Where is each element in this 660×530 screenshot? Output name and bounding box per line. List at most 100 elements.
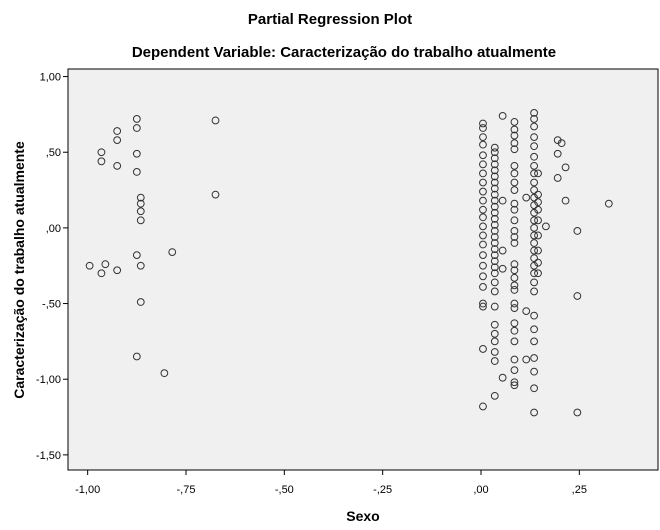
- data-point: [534, 269, 542, 278]
- data-point: [510, 131, 519, 140]
- data-point: [490, 184, 499, 193]
- data-point: [510, 304, 519, 312]
- plot-area: [67, 68, 659, 471]
- data-point: [479, 283, 487, 291]
- data-point: [561, 196, 570, 205]
- data-point: [479, 222, 487, 231]
- data-point: [490, 337, 499, 346]
- data-point: [132, 115, 141, 123]
- data-point: [498, 264, 507, 273]
- x-tick-label: ,25: [572, 484, 587, 496]
- data-point: [510, 326, 519, 335]
- data-point: [530, 287, 538, 296]
- data-point: [211, 116, 220, 125]
- data-point: [479, 205, 487, 214]
- data-point: [522, 307, 531, 316]
- data-point: [490, 263, 499, 272]
- data-point: [490, 172, 499, 181]
- data-point: [510, 299, 519, 308]
- data-point: [510, 266, 519, 275]
- data-point: [490, 154, 499, 163]
- data-point: [479, 299, 487, 308]
- data-point: [522, 193, 531, 202]
- x-axis: -1,00 -,75 -,50 -,25 ,00 ,25: [75, 470, 587, 496]
- data-point: [530, 178, 538, 187]
- data-point: [510, 178, 519, 187]
- y-tick-label: 1,00: [40, 72, 61, 84]
- data-point: [530, 142, 538, 151]
- data-point: [132, 251, 141, 260]
- data-point: [490, 348, 499, 356]
- data-point: [132, 167, 141, 176]
- data-point: [534, 246, 542, 255]
- x-axis-label: Sexo: [346, 508, 379, 524]
- data-point: [510, 169, 519, 178]
- data-point: [97, 148, 106, 157]
- data-point: [479, 151, 487, 160]
- data-point: [490, 208, 499, 217]
- data-point: [490, 302, 499, 311]
- y-axis: 1,00 ,50 ,00 -,50 -1,00 -1,50: [36, 72, 68, 462]
- data-point: [510, 161, 519, 170]
- data-point: [573, 292, 582, 300]
- data-point: [490, 202, 499, 211]
- data-point: [168, 248, 177, 256]
- data-point: [510, 366, 519, 375]
- data-point: [510, 233, 519, 241]
- y-axis-label: Caracterização do trabalho atualmente: [11, 141, 27, 399]
- data-point: [530, 325, 538, 334]
- data-point: [510, 260, 519, 269]
- data-point: [479, 196, 487, 205]
- data-point: [534, 169, 542, 178]
- data-point: [490, 257, 499, 266]
- data-point: [510, 227, 519, 235]
- y-tick-label: ,00: [46, 223, 61, 235]
- data-point: [136, 216, 145, 225]
- data-point: [510, 139, 519, 148]
- data-point: [522, 355, 531, 364]
- data-point: [490, 251, 499, 260]
- data-point: [510, 145, 519, 154]
- data-point: [490, 196, 499, 205]
- y-tick-label: -1,00: [36, 374, 61, 386]
- data-point: [479, 231, 487, 240]
- data-point: [479, 178, 487, 187]
- data-point: [113, 266, 122, 275]
- data-point: [530, 122, 538, 131]
- data-point: [573, 227, 582, 235]
- y-tick-label: -1,50: [36, 450, 61, 462]
- data-point: [530, 384, 538, 393]
- data-point: [530, 239, 538, 247]
- data-point: [479, 345, 487, 353]
- data-point: [479, 187, 487, 196]
- data-point: [553, 174, 562, 182]
- data-point: [530, 223, 538, 232]
- data-point: [510, 319, 519, 328]
- x-tick-label: -,50: [275, 484, 294, 496]
- data-point: [490, 320, 499, 329]
- data-point: [490, 233, 499, 241]
- data-point: [498, 373, 507, 382]
- data-point: [534, 205, 542, 214]
- data-point: [132, 352, 141, 361]
- data-point: [498, 246, 507, 255]
- data-point: [211, 190, 220, 199]
- data-point: [97, 269, 106, 278]
- data-point: [530, 278, 538, 287]
- data-point: [479, 133, 487, 141]
- data-point: [510, 273, 519, 282]
- data-point: [510, 216, 519, 225]
- chart-subtitle: Dependent Variable: Caracterização do tr…: [132, 44, 556, 61]
- data-point: [136, 298, 145, 306]
- data-point: [160, 369, 169, 378]
- data-point: [530, 367, 538, 376]
- data-point: [542, 222, 550, 231]
- data-point: [530, 254, 538, 263]
- chart-title: Partial Regression Plot: [248, 11, 412, 28]
- data-point: [530, 408, 538, 417]
- data-point: [490, 160, 499, 169]
- data-point: [530, 169, 538, 178]
- data-point: [479, 160, 487, 169]
- data-point: [136, 261, 145, 270]
- data-point: [479, 119, 487, 128]
